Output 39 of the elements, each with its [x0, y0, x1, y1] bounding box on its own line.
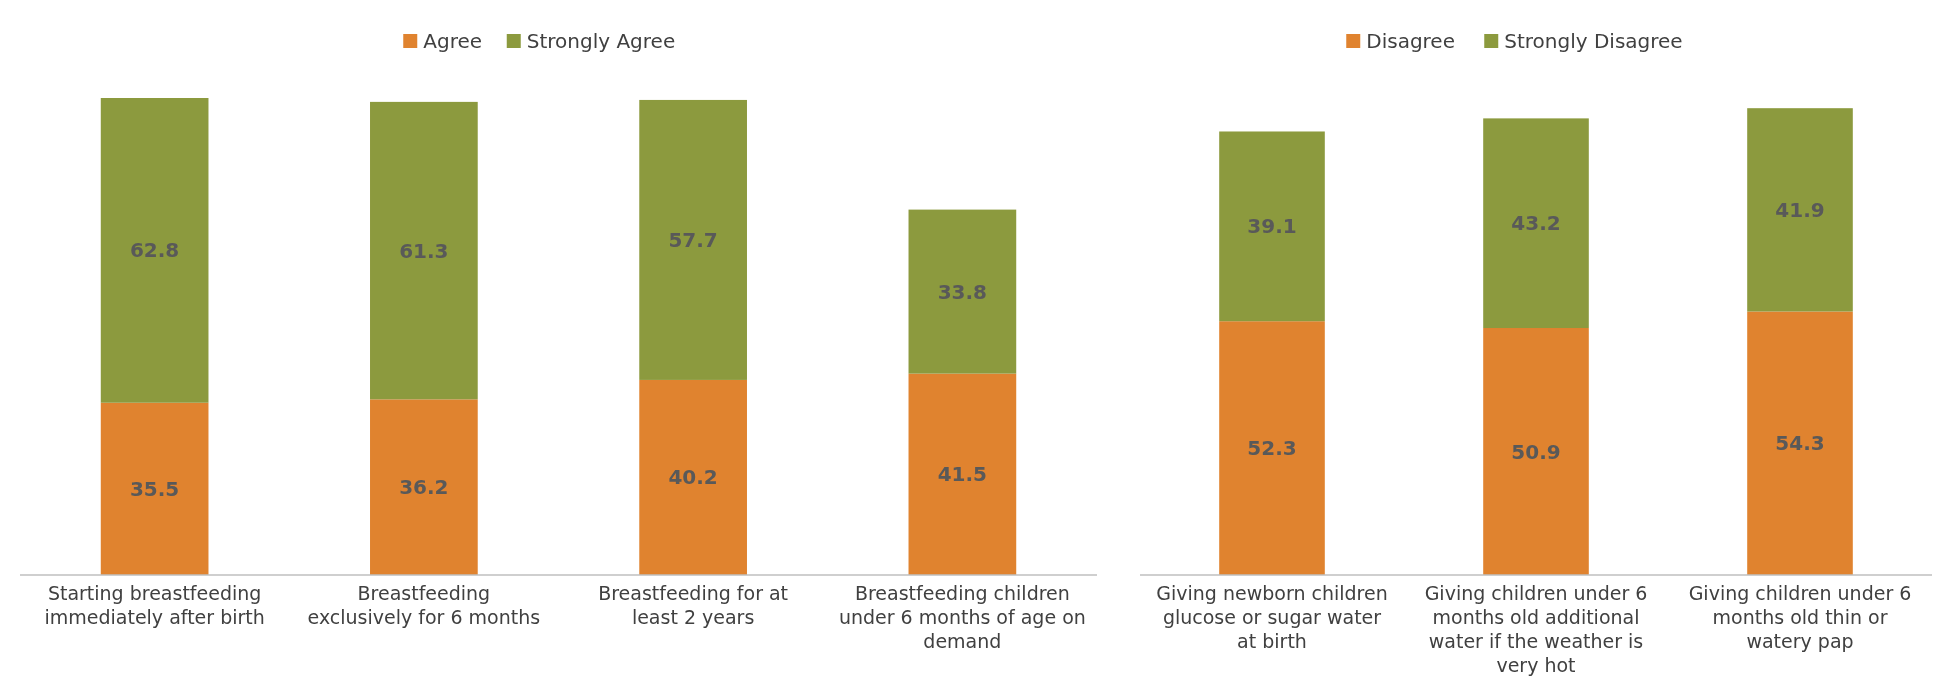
bar: [1483, 118, 1589, 329]
bar: [1219, 131, 1325, 322]
bar: [1747, 108, 1853, 312]
x-tick-label: Starting breastfeeding immediately after birth: [44, 582, 265, 628]
data-label: 54.3: [1775, 431, 1825, 456]
x-tick-label: Giving children under 6 months old additional water if the weather is very hot: [1424, 582, 1648, 676]
data-label: 43.2: [1511, 211, 1561, 236]
legend-label: Strongly Agree: [526, 29, 676, 53]
data-label: 41.5: [937, 462, 988, 487]
data-label: 41.9: [1775, 197, 1825, 222]
data-label: 39.1: [1247, 214, 1297, 239]
data-label: 61.3: [399, 238, 449, 263]
bar: [1219, 321, 1325, 575]
bar: [908, 373, 1017, 575]
bar: [370, 101, 478, 400]
bar: [1483, 328, 1589, 575]
data-label: 57.7: [668, 227, 718, 252]
bar: [1747, 311, 1853, 575]
x-tick-label: Giving children under 6 months old thin or watery pap: [1688, 582, 1912, 652]
x-tick-label: Breastfeeding children under 6 months of age on demand: [838, 582, 1086, 652]
data-label: 52.3: [1247, 436, 1297, 461]
bar: [100, 98, 209, 403]
legend-label: Disagree: [1366, 29, 1455, 53]
x-tick-label: Breastfeeding for at least 2 years: [598, 582, 789, 628]
data-label: 36.2: [399, 475, 449, 500]
bar: [639, 99, 747, 380]
x-tick-label: Giving newborn children glucose or sugar water at birth: [1156, 582, 1388, 652]
x-tick-label: Breastfeeding exclusively for 6 months: [307, 582, 541, 628]
bar: [908, 209, 1017, 374]
bar: [370, 399, 478, 575]
data-label: 62.8: [129, 238, 180, 263]
legend-label: Agree: [423, 29, 483, 53]
data-label: 35.5: [129, 476, 180, 501]
legend-label: Strongly Disagree: [1504, 29, 1683, 53]
data-label: 50.9: [1511, 439, 1561, 464]
bar: [100, 402, 209, 575]
data-label: 33.8: [937, 279, 988, 304]
data-label: 40.2: [668, 465, 718, 490]
bar: [639, 379, 747, 575]
